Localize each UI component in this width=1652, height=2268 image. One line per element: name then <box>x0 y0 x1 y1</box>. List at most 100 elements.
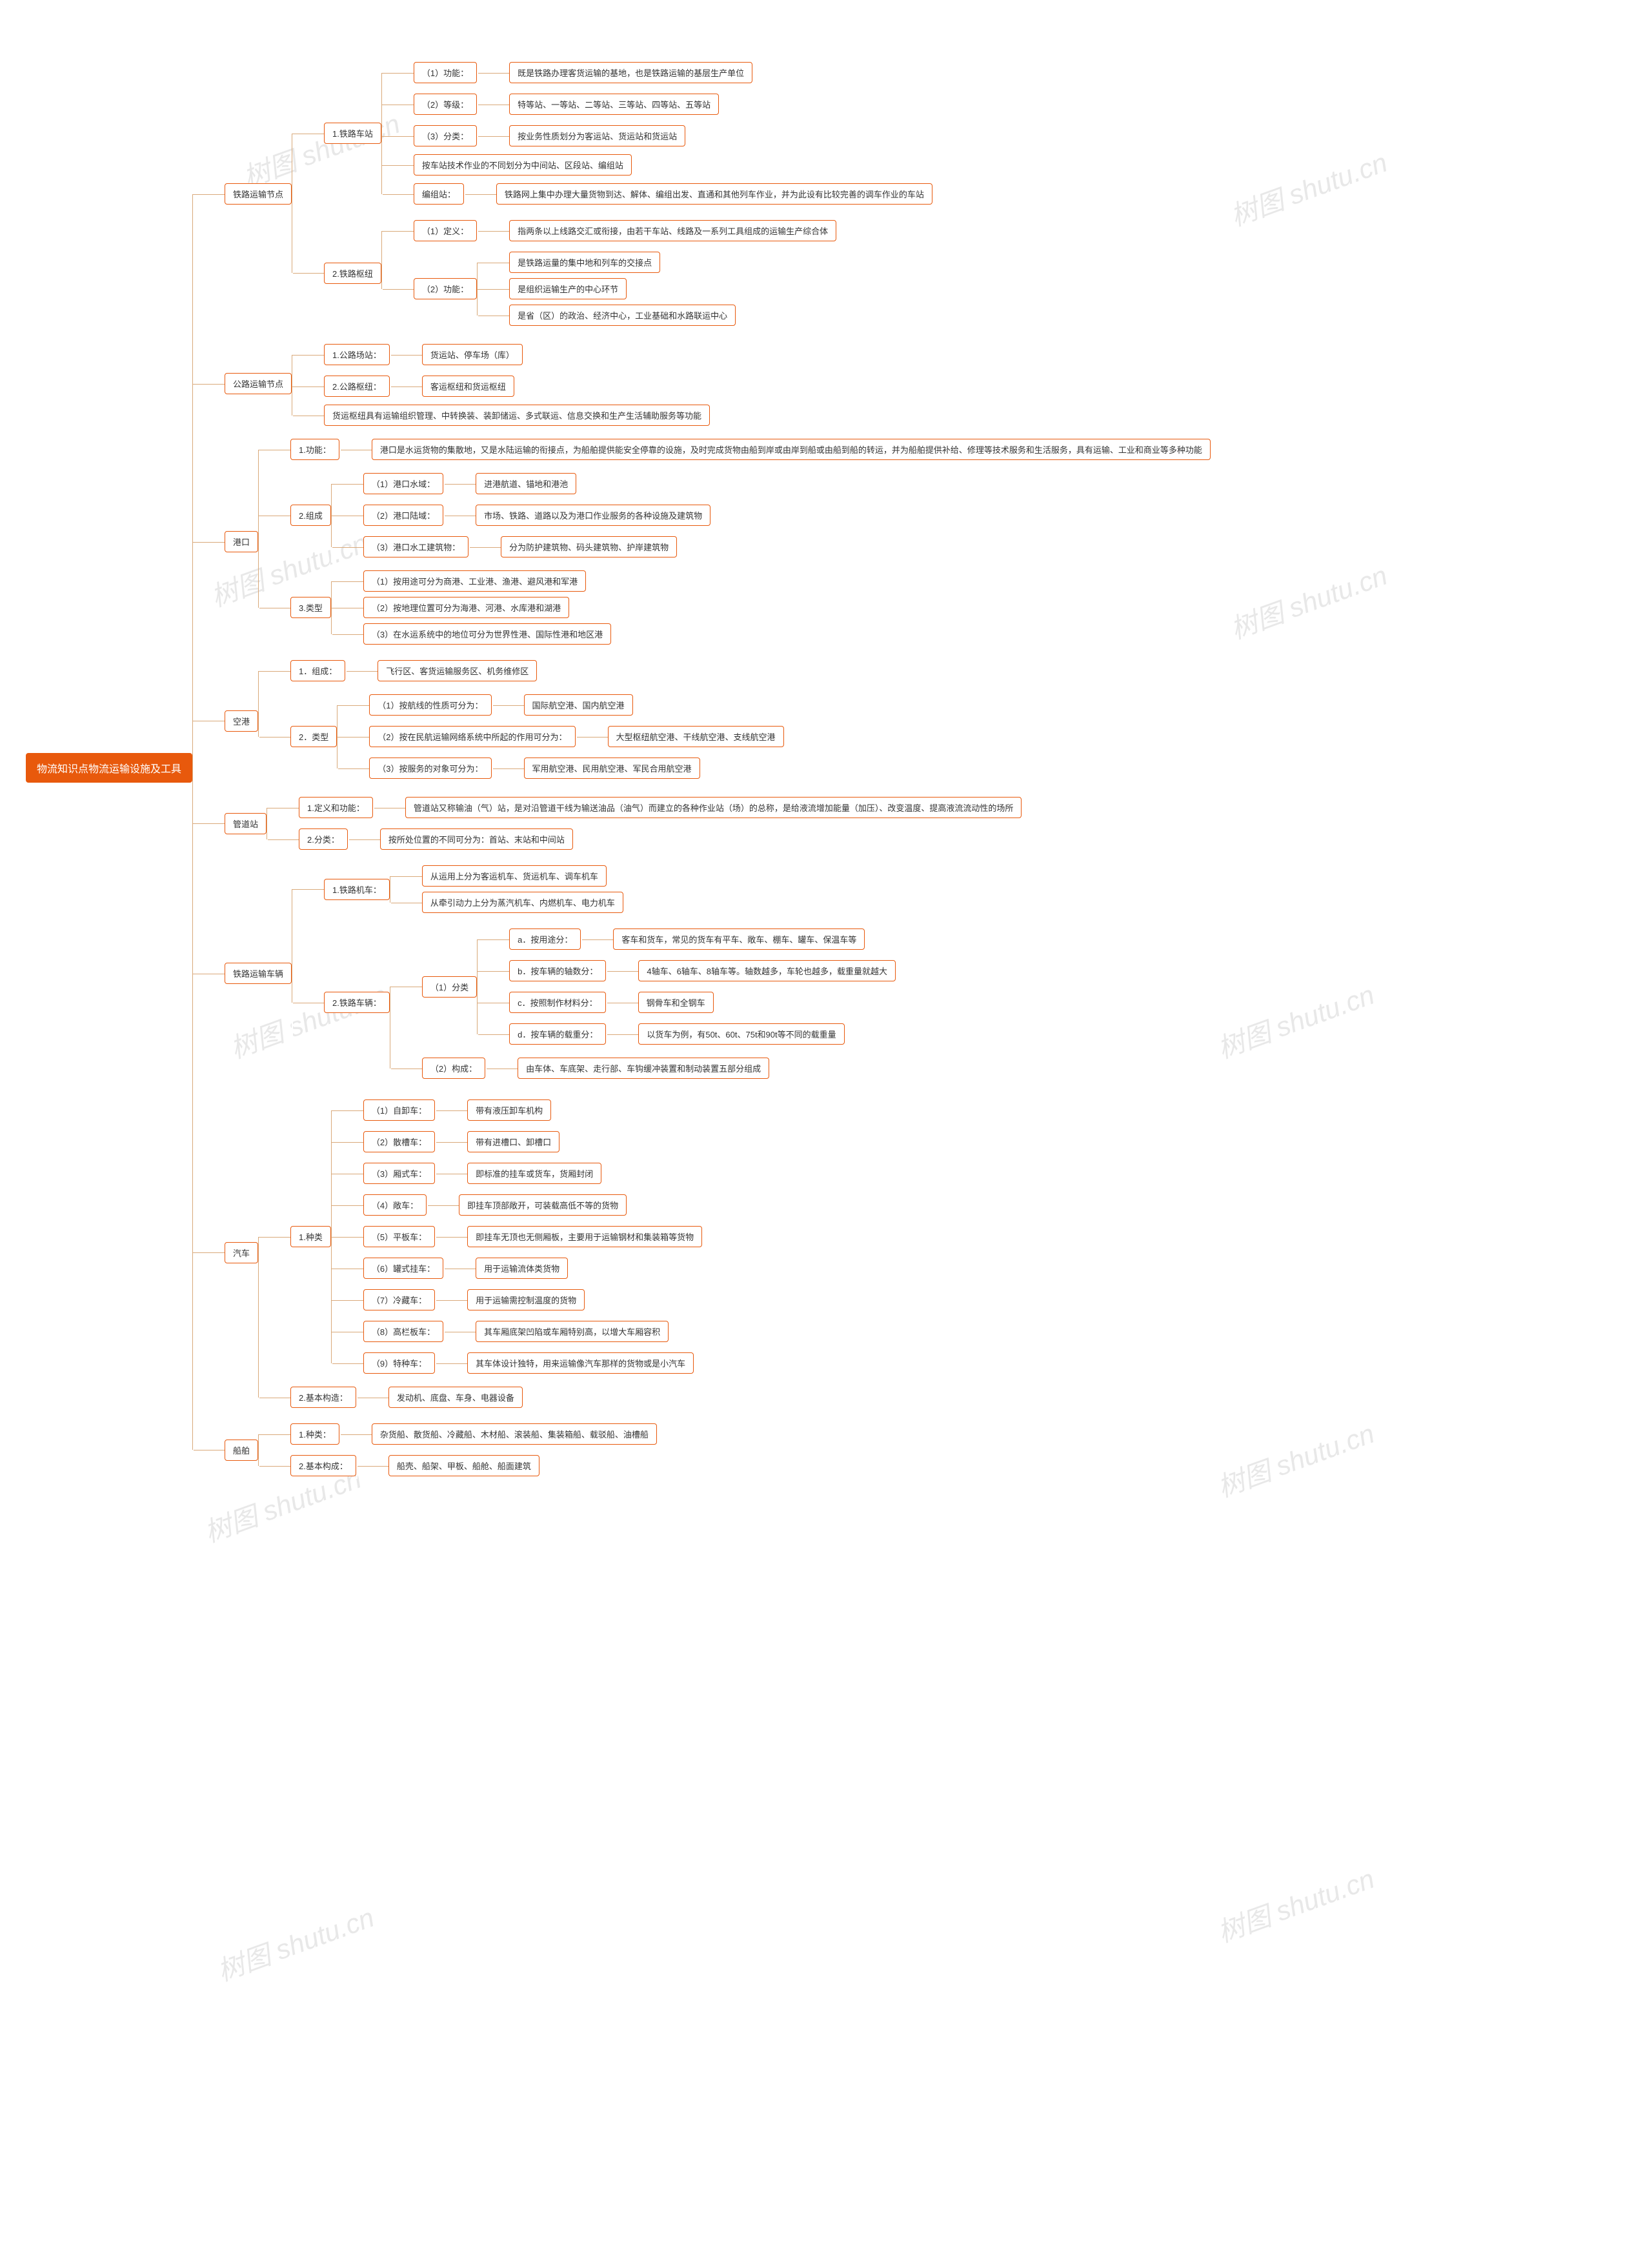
node-label[interactable]: 1.铁路机车： <box>324 879 390 900</box>
node-label[interactable]: 大型枢纽航空港、干线航空港、支线航空港 <box>608 726 784 747</box>
node-label[interactable]: 指两条以上线路交汇或衔接，由若干车站、线路及一系列工具组成的运输生产综合体 <box>509 220 836 241</box>
node-label[interactable]: （1）按用途可分为商港、工业港、渔港、避风港和军港 <box>363 570 586 592</box>
node-label[interactable]: 既是铁路办理客货运输的基地，也是铁路运输的基层生产单位 <box>509 62 752 83</box>
node-label[interactable]: （2）功能： <box>414 278 477 299</box>
node-label[interactable]: 货运站、停车场（库） <box>422 344 523 365</box>
node-label[interactable]: （2）构成： <box>422 1058 485 1079</box>
node-label[interactable]: 2.基本构造： <box>290 1387 356 1408</box>
node-label[interactable]: （2）等级： <box>414 94 477 115</box>
node-label[interactable]: （2）港口陆域： <box>363 505 443 526</box>
node-label[interactable]: 汽车 <box>225 1242 258 1263</box>
node-label[interactable]: 是省（区）的政治、经济中心，工业基础和水路联运中心 <box>509 305 736 326</box>
node-label[interactable]: （3）分类： <box>414 125 477 146</box>
node-label[interactable]: 按车站技术作业的不同划分为中间站、区段站、编组站 <box>414 154 632 176</box>
node-label[interactable]: 2.铁路车辆： <box>324 992 390 1013</box>
node-label[interactable]: 军用航空港、民用航空港、军民合用航空港 <box>524 758 700 779</box>
node-label[interactable]: 带有进槽口、卸槽口 <box>467 1131 559 1152</box>
node-label[interactable]: 2.铁路枢纽 <box>324 263 381 284</box>
node-label[interactable]: （2）按在民航运输网络系统中所起的作用可分为： <box>369 726 575 747</box>
node-label[interactable]: 由车体、车底架、走行部、车钩缓冲装置和制动装置五部分组成 <box>518 1058 769 1079</box>
node-label[interactable]: d．按车辆的载重分： <box>509 1023 606 1045</box>
node-label[interactable]: 即标准的挂车或货车，货厢封闭 <box>467 1163 601 1184</box>
node-label[interactable]: 港口是水运货物的集散地，又是水陆运输的衔接点，为船舶提供能安全停靠的设施，及时完… <box>372 439 1211 460</box>
node-label[interactable]: 2.公路枢纽： <box>324 376 390 397</box>
node-label[interactable]: 其车厢底架凹陷或车厢特别高，以增大车厢容积 <box>476 1321 669 1342</box>
node-label[interactable]: （1）分类 <box>422 976 477 998</box>
node-label[interactable]: 从牵引动力上分为蒸汽机车、内燃机车、电力机车 <box>422 892 623 913</box>
node-label[interactable]: 客运枢纽和货运枢纽 <box>422 376 514 397</box>
node-label[interactable]: 从运用上分为客运机车、货运机车、调车机车 <box>422 865 607 887</box>
node-label[interactable]: 2．类型 <box>290 726 337 747</box>
node-label[interactable]: （2）散槽车： <box>363 1131 435 1152</box>
node-label[interactable]: 1.种类： <box>290 1423 339 1445</box>
node-label[interactable]: 2.基本构成： <box>290 1455 356 1476</box>
node-label[interactable]: 国际航空港、国内航空港 <box>524 694 633 716</box>
node-label[interactable]: 铁路运输车辆 <box>225 963 292 984</box>
node-label[interactable]: 飞行区、客货运输服务区、机务维修区 <box>378 660 537 681</box>
node-label[interactable]: 特等站、一等站、二等站、三等站、四等站、五等站 <box>509 94 719 115</box>
node-label[interactable]: 1.定义和功能： <box>299 797 373 818</box>
node-label[interactable]: （5）平板车： <box>363 1226 435 1247</box>
node-label[interactable]: （1）自卸车： <box>363 1099 435 1121</box>
node-label[interactable]: 钢骨车和全钢车 <box>638 992 714 1013</box>
node-label[interactable]: （2）按地理位置可分为海港、河港、水库港和湖港 <box>363 597 569 618</box>
node-label[interactable]: （4）敞车： <box>363 1194 427 1216</box>
node-label[interactable]: 1.公路场站： <box>324 344 390 365</box>
node-label[interactable]: 带有液压卸车机构 <box>467 1099 551 1121</box>
node-label[interactable]: 船壳、船架、甲板、船舱、船面建筑 <box>388 1455 539 1476</box>
node-label[interactable]: 港口 <box>225 531 258 552</box>
node-label[interactable]: 用于运输流体类货物 <box>476 1258 568 1279</box>
tree-node: 从牵引动力上分为蒸汽机车、内燃机车、电力机车 <box>422 892 623 913</box>
child-row: 从运用上分为客运机车、货运机车、调车机车 <box>422 863 623 889</box>
node-label[interactable]: （1）功能： <box>414 62 477 83</box>
node-label[interactable]: （8）高栏板车： <box>363 1321 443 1342</box>
node-label[interactable]: （3）按服务的对象可分为： <box>369 758 491 779</box>
node-label[interactable]: （9）特种车： <box>363 1352 435 1374</box>
node-label[interactable]: （1）港口水域： <box>363 473 443 494</box>
node-label[interactable]: 客车和货车，常见的货车有平车、敞车、棚车、罐车、保温车等 <box>613 928 865 950</box>
node-label[interactable]: （3）厢式车： <box>363 1163 435 1184</box>
node-label[interactable]: 1．组成： <box>290 660 345 681</box>
node-label[interactable]: 2.分类： <box>299 828 348 850</box>
node-label[interactable]: 铁路网上集中办理大量货物到达、解体、编组出发、直通和其他列车作业，并为此设有比较… <box>496 183 932 205</box>
node-label[interactable]: （1）按航线的性质可分为： <box>369 694 491 716</box>
node-label[interactable]: 进港航道、锚地和港池 <box>476 473 576 494</box>
node-label[interactable]: 空港 <box>225 710 258 732</box>
node-label[interactable]: 用于运输需控制温度的货物 <box>467 1289 585 1310</box>
node-label[interactable]: （1）定义： <box>414 220 477 241</box>
node-label[interactable]: 公路运输节点 <box>225 373 292 394</box>
node-label[interactable]: （3）在水运系统中的地位可分为世界性港、国际性港和地区港 <box>363 623 611 645</box>
node-label[interactable]: 按业务性质划分为客运站、货运站和货运站 <box>509 125 685 146</box>
node-label[interactable]: 分为防护建筑物、码头建筑物、护岸建筑物 <box>501 536 677 557</box>
node-label[interactable]: 是铁路运量的集中地和列车的交接点 <box>509 252 660 273</box>
node-label[interactable]: 按所处位置的不同可分为：首站、末站和中间站 <box>380 828 573 850</box>
node-label[interactable]: 1.功能： <box>290 439 339 460</box>
node-label[interactable]: c．按照制作材料分： <box>509 992 606 1013</box>
node-label[interactable]: 其车体设计独特，用来运输像汽车那样的货物或是小汽车 <box>467 1352 694 1374</box>
node-label[interactable]: 货运枢纽具有运输组织管理、中转换装、装卸储运、多式联运、信息交换和生产生活辅助服… <box>324 405 710 426</box>
node-label[interactable]: 编组站： <box>414 183 464 205</box>
node-label[interactable]: a．按用途分： <box>509 928 581 950</box>
node-label[interactable]: 即挂车顶部敞开，可装载高低不等的货物 <box>459 1194 627 1216</box>
node-label[interactable]: 2.组成 <box>290 505 331 526</box>
root-label[interactable]: 物流知识点物流运输设施及工具 <box>26 753 192 783</box>
node-label[interactable]: 即挂车无顶也无侧厢板，主要用于运输钢材和集装箱等货物 <box>467 1226 702 1247</box>
node-label[interactable]: 管道站又称输油（气）站，是对沿管道干线为输送油品（油气）而建立的各种作业站（场）… <box>405 797 1022 818</box>
node-label[interactable]: 4轴车、6轴车、8轴车等。轴数越多，车轮也越多，载重量就越大 <box>638 960 896 981</box>
node-label[interactable]: 1.种类 <box>290 1226 331 1247</box>
node-label[interactable]: 是组织运输生产的中心环节 <box>509 278 627 299</box>
node-label[interactable]: b．按车辆的轴数分： <box>509 960 606 981</box>
node-label[interactable]: 1.铁路车站 <box>324 123 381 144</box>
node-label[interactable]: 市场、铁路、道路以及为港口作业服务的各种设施及建筑物 <box>476 505 710 526</box>
node-label[interactable]: 管道站 <box>225 813 267 834</box>
node-label[interactable]: （6）罐式挂车： <box>363 1258 443 1279</box>
node-label[interactable]: 杂货船、散货船、冷藏船、木材船、滚装船、集装箱船、载驳船、油槽船 <box>372 1423 657 1445</box>
tree-node: d．按车辆的载重分： 以货车为例，有50t、60t、75t和90t等不同的载重量 <box>509 1021 845 1047</box>
node-label[interactable]: （3）港口水工建筑物： <box>363 536 468 557</box>
node-label[interactable]: 3.类型 <box>290 597 331 618</box>
node-label[interactable]: 以货车为例，有50t、60t、75t和90t等不同的载重量 <box>638 1023 844 1045</box>
node-label[interactable]: 船舶 <box>225 1440 258 1461</box>
node-label[interactable]: 发动机、底盘、车身、电器设备 <box>388 1387 523 1408</box>
node-label[interactable]: （7）冷藏车： <box>363 1289 435 1310</box>
node-label[interactable]: 铁路运输节点 <box>225 183 292 205</box>
